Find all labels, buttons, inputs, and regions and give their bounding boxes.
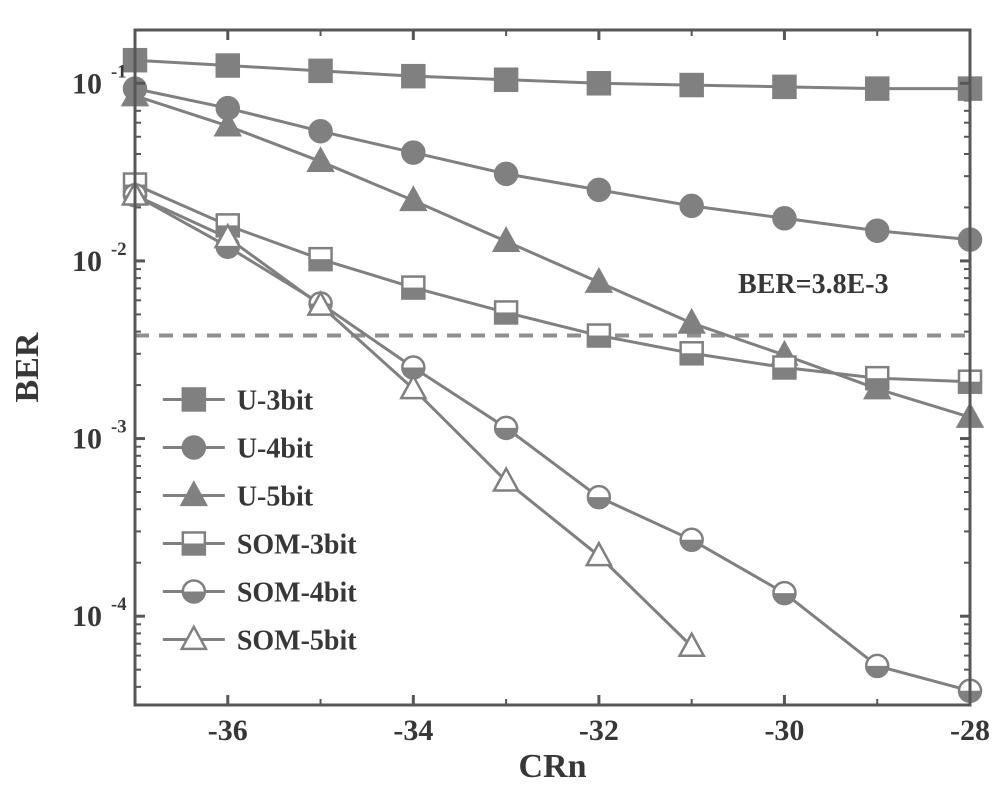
svg-text:10: 10 [72, 245, 102, 278]
svg-text:-2: -2 [111, 239, 127, 260]
y-tick-label: 10 -4 [72, 594, 127, 633]
legend-label: U-4bit [237, 433, 314, 464]
x-axis-label: CRn [518, 748, 586, 785]
chart-svg: BER=3.8E-3-36-34-32-30-2810-410-310-210-… [0, 0, 1000, 795]
legend-label: U-3bit [237, 385, 314, 416]
legend-label: SOM-5bit [237, 625, 357, 656]
legend-label: SOM-4bit [237, 577, 357, 608]
svg-text:-4: -4 [111, 594, 127, 615]
svg-text:10: 10 [72, 600, 102, 633]
legend-label: U-5bit [237, 481, 314, 512]
x-tick-label: -28 [950, 714, 990, 747]
y-tick-label: 10 -1 [72, 61, 127, 100]
x-tick-label: -34 [393, 714, 433, 747]
svg-text:10: 10 [72, 67, 102, 100]
y-tick-label: 10 -2 [72, 239, 127, 278]
y-tick-label: 10 -3 [72, 417, 127, 456]
ber-chart: BER=3.8E-3-36-34-32-30-2810-410-310-210-… [0, 0, 1000, 795]
x-tick-label: -36 [208, 714, 248, 747]
svg-text:-3: -3 [111, 417, 127, 438]
y-axis-label: BER [9, 332, 46, 402]
x-tick-label: -32 [579, 714, 619, 747]
svg-text:10: 10 [72, 423, 102, 456]
svg-text:-1: -1 [111, 61, 127, 82]
x-tick-label: -30 [764, 714, 804, 747]
legend-label: SOM-3bit [237, 529, 357, 560]
reference-label: BER=3.8E-3 [738, 269, 889, 300]
